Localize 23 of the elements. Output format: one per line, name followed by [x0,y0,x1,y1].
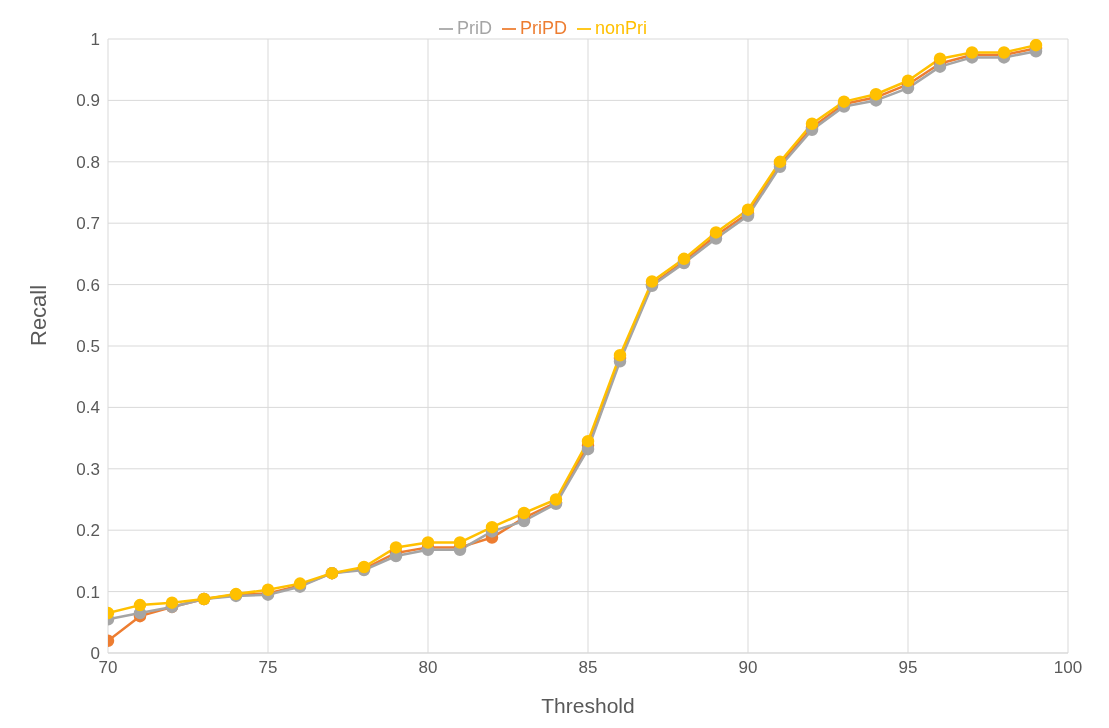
y-tick-label: 0.7 [76,214,100,234]
y-tick-label: 0.2 [76,521,100,541]
x-tick-label: 80 [418,658,438,678]
y-tick-label: 0.5 [76,337,100,357]
y-tick-label: 1 [90,30,100,50]
x-tick-label: 100 [1053,658,1083,678]
y-tick-label: 0.9 [76,91,100,111]
x-axis-title: Threshold [541,694,635,717]
y-tick-label: 0.4 [76,398,100,418]
x-tick-label: 90 [738,658,758,678]
x-tick-label: 85 [578,658,598,678]
y-tick-label: 0 [90,644,100,664]
y-tick-label: 0.6 [76,275,100,295]
x-tick-label: 70 [98,658,118,678]
y-axis-title: Recall [25,284,51,346]
x-tick-label: 75 [258,658,278,678]
legend-label: nonPri [594,18,648,38]
y-tick-label: 0.3 [76,459,100,479]
y-tick-label: 0.1 [76,582,100,602]
legend-label: PriD [456,18,492,38]
legend-label: PriPD [519,18,567,38]
y-tick-label: 0.8 [76,152,100,172]
x-tick-label: 95 [898,658,918,678]
